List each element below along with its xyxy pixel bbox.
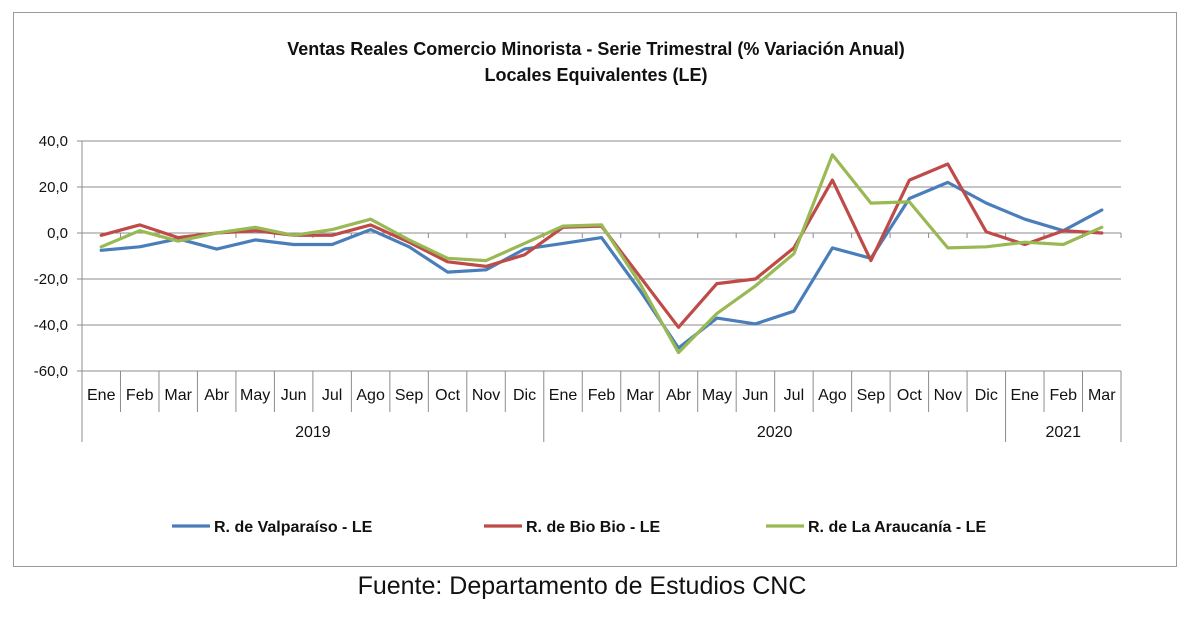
x-tick-label: Feb <box>1049 387 1077 404</box>
x-tick-label: Ene <box>1011 387 1040 404</box>
chart-subtitle: Locales Equivalentes (LE) <box>484 65 708 85</box>
x-tick-label: Nov <box>934 387 962 404</box>
year-label: 2021 <box>1045 424 1081 441</box>
chart-frame: Ventas Reales Comercio Minorista - Serie… <box>13 12 1177 567</box>
y-tick-label: 40,0 <box>39 133 68 150</box>
x-tick-label: Jul <box>784 387 804 404</box>
chart-title: Ventas Reales Comercio Minorista - Serie… <box>287 39 905 59</box>
x-tick-label: Mar <box>626 387 654 404</box>
x-tick-label: Nov <box>472 387 500 404</box>
x-tick-label: Ago <box>818 387 847 404</box>
year-label: 2020 <box>757 424 793 441</box>
series-line-1 <box>99 180 1104 350</box>
x-tick-label: Jul <box>322 387 342 404</box>
series-line-2 <box>99 162 1104 329</box>
grid-lines <box>82 140 1121 372</box>
x-tick-label: Feb <box>588 387 616 404</box>
x-tick-label: Mar <box>164 387 192 404</box>
x-tick-label: May <box>702 387 732 404</box>
y-tick-label: -60,0 <box>34 363 68 380</box>
x-tick-label: Ene <box>549 387 578 404</box>
x-tick-label: Abr <box>666 387 692 404</box>
axis-labels: 40,0 20,0 0,0 -20,0 -40,0 -60,0 Ene Feb Mar Abr Ma… <box>34 133 1116 441</box>
y-tick-label: 0,0 <box>47 225 68 242</box>
x-tick-label: Oct <box>897 387 922 404</box>
legend-label: R. de La Araucanía - LE <box>808 519 986 536</box>
y-tick-label: -40,0 <box>34 317 68 334</box>
x-tick-label: Ago <box>356 387 385 404</box>
x-tick-label: Ene <box>87 387 116 404</box>
y-tick-label: -20,0 <box>34 271 68 288</box>
x-tick-label: Jun <box>743 387 769 404</box>
source-note: Fuente: Departamento de Estudios CNC <box>357 572 807 600</box>
x-tick-label: Oct <box>435 387 460 404</box>
x-tick-label: Feb <box>126 387 154 404</box>
x-tick-label: Dic <box>975 387 998 404</box>
x-tick-label: Mar <box>1088 387 1116 404</box>
x-tick-label: May <box>240 387 270 404</box>
series-lines <box>99 153 1104 355</box>
y-tick-label: 20,0 <box>39 179 68 196</box>
x-tick-label: Sep <box>395 387 424 404</box>
x-tick-label: Dic <box>513 387 536 404</box>
x-tick-label: Abr <box>204 387 230 404</box>
legend-label: R. de Bio Bio - LE <box>526 519 661 536</box>
x-tick-label: Jun <box>281 387 307 404</box>
legend: R. de Valparaíso - LE R. de Bio Bio - LE R… <box>172 519 986 536</box>
x-tick-label: Sep <box>857 387 886 404</box>
series-line-3 <box>99 153 1104 355</box>
year-label: 2019 <box>295 424 331 441</box>
line-chart: 40,0 20,0 0,0 -20,0 -40,0 -60,0 Ene Feb Mar Abr Ma… <box>34 133 1122 536</box>
legend-label: R. de Valparaíso - LE <box>214 519 373 536</box>
